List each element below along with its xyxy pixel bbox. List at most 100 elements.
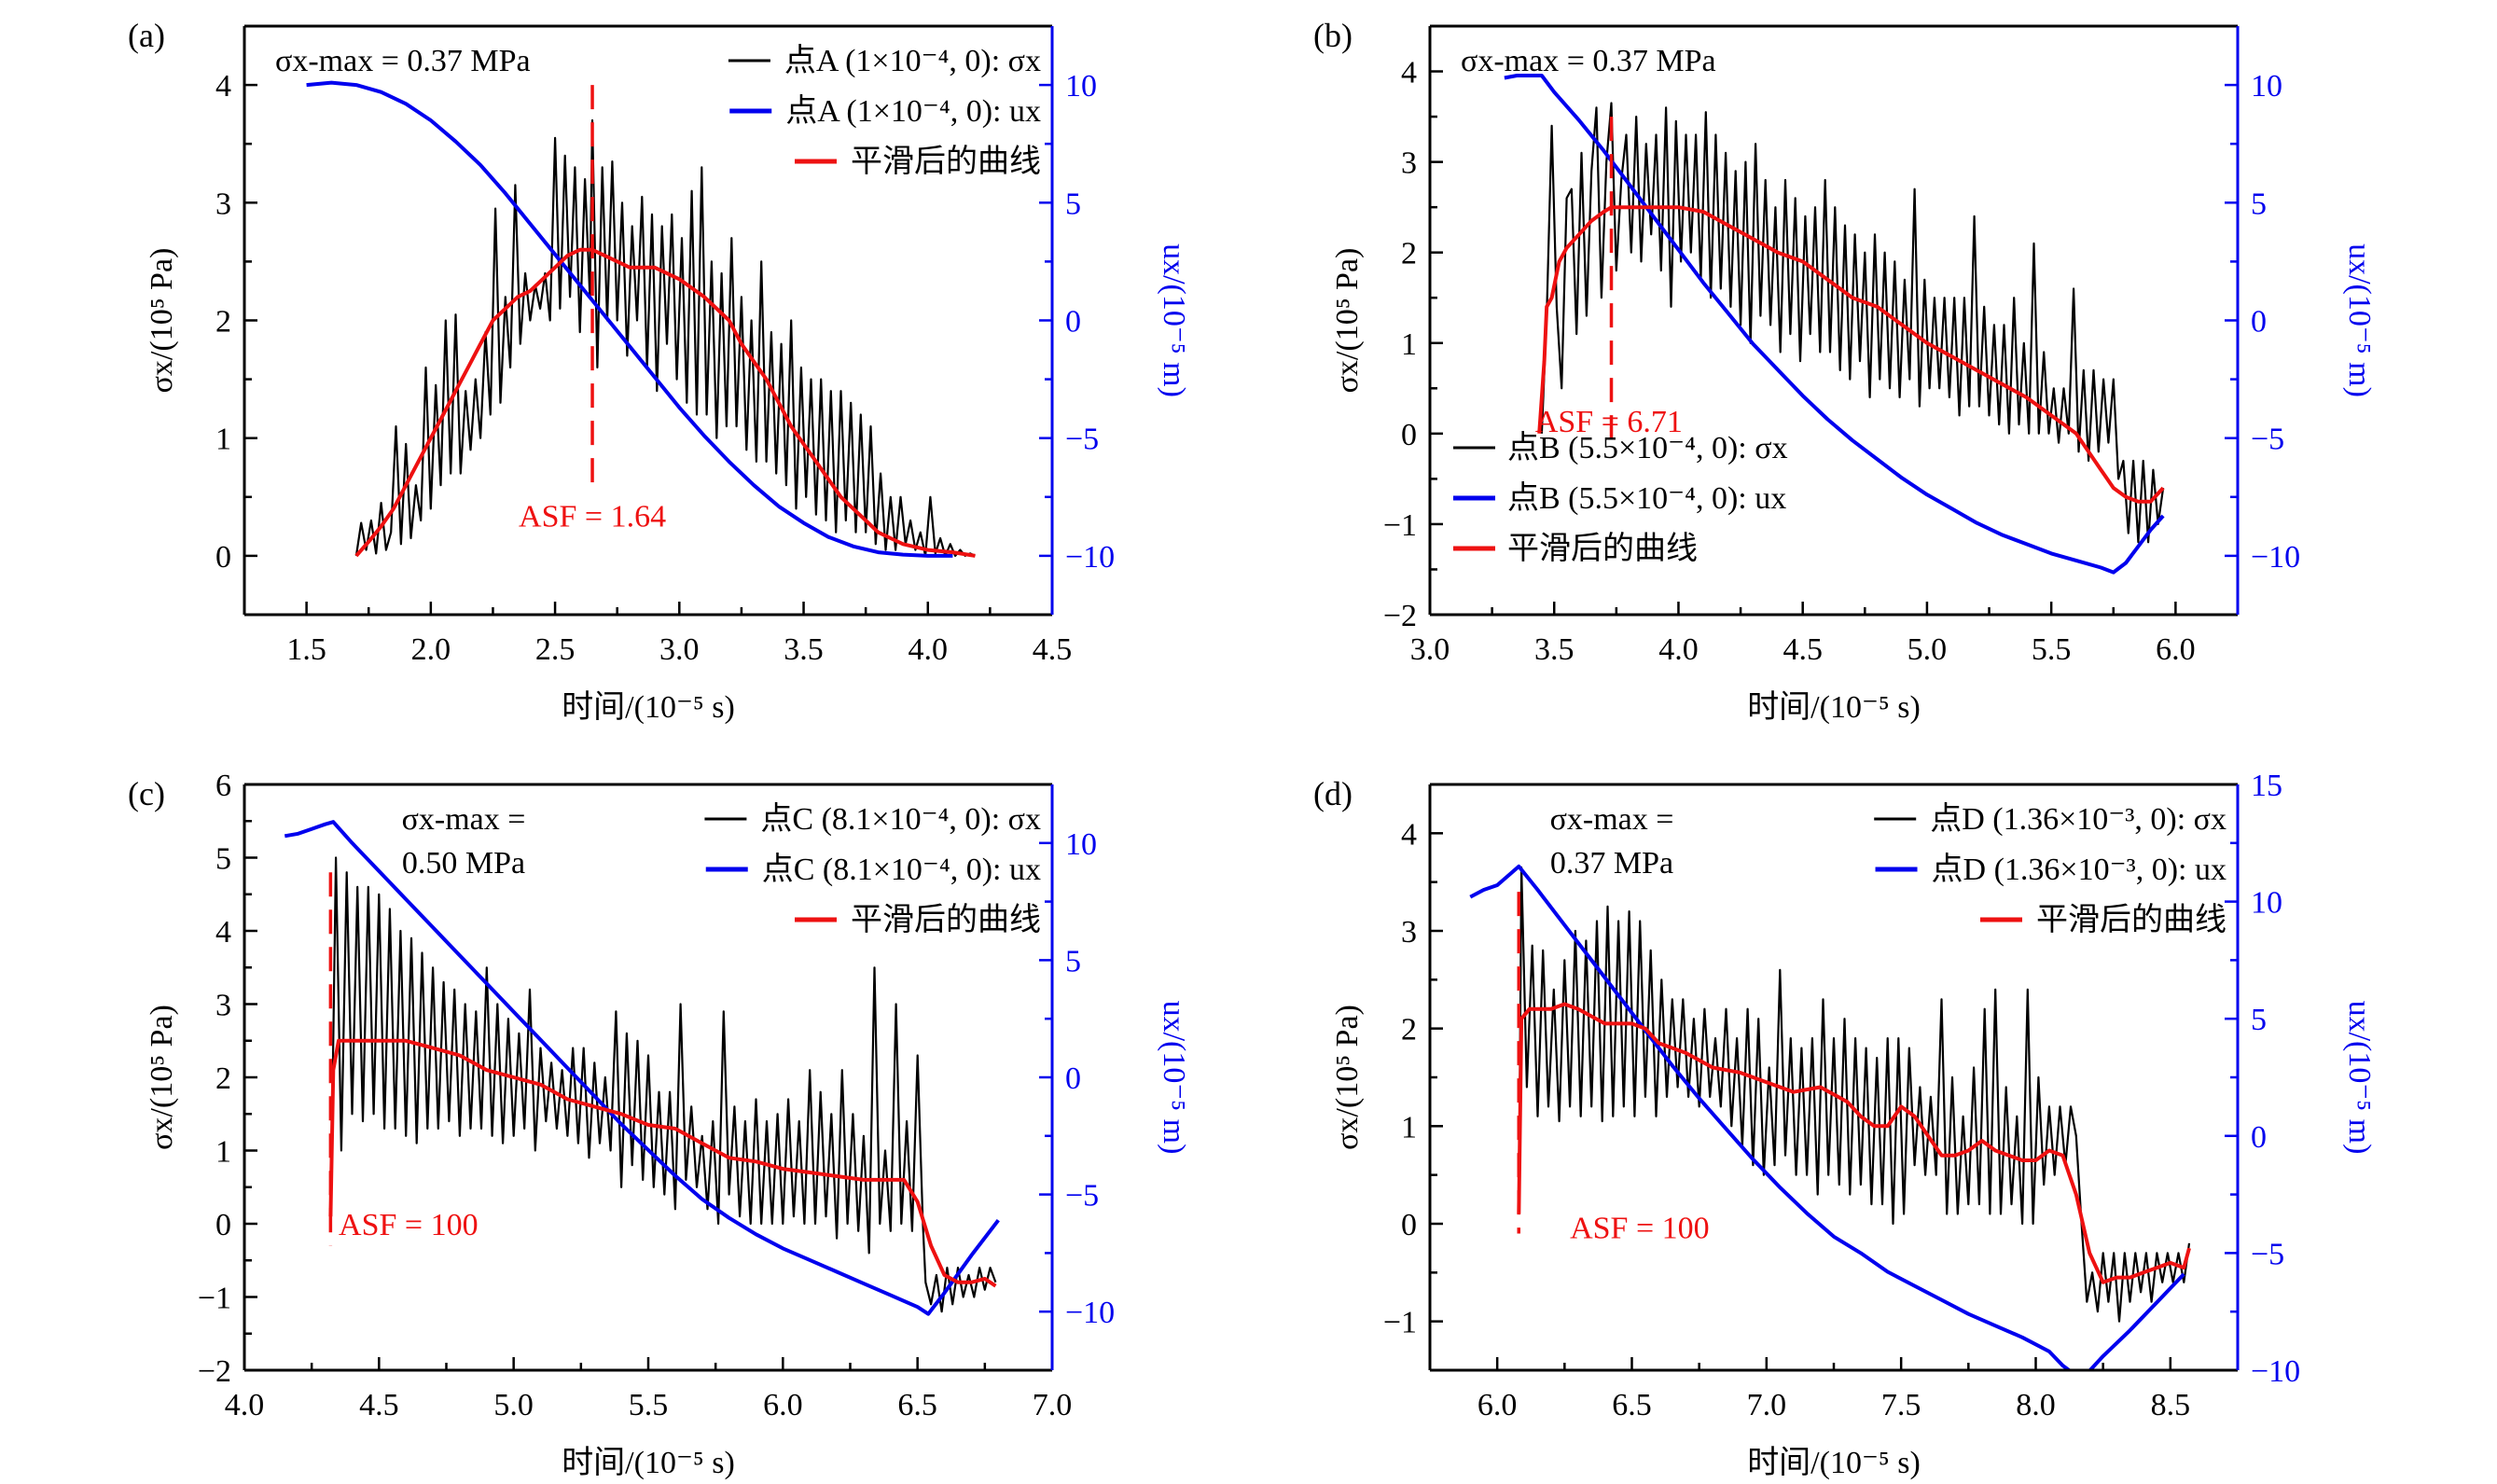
y-tick-label: 0 bbox=[215, 1208, 231, 1242]
y-tick-label: −2 bbox=[198, 1354, 231, 1389]
legend-label: 点C (8.1×10⁻⁴, 0): ux bbox=[762, 852, 1041, 887]
y2-tick-label: 10 bbox=[1065, 827, 1097, 862]
panel-b: (b)3.0 3.5 4.0 4.5 5.0 5.5 6.0−2−101234−10−505… bbox=[1313, 17, 2377, 725]
y-tick-label: 2 bbox=[215, 305, 231, 340]
y2-tick-label: 0 bbox=[1065, 305, 1081, 340]
legend-label: 点D (1.36×10⁻³, 0): ux bbox=[1932, 852, 2226, 887]
legend-label: 点B (5.5×10⁻⁴, 0): σx bbox=[1507, 430, 1788, 465]
legend: 点B (5.5×10⁻⁴, 0): σx 点B (5.5×10⁻⁴, 0): ux… bbox=[1453, 430, 1788, 566]
series-line-sigma-x bbox=[329, 856, 997, 1313]
y-axis-title: σx/(10⁵ Pa) bbox=[1330, 1005, 1365, 1150]
panel-label: (c) bbox=[128, 775, 165, 812]
y2-axis-title: ux/(10⁻⁵ m) bbox=[1157, 1001, 1191, 1155]
max-stress-annotation: σx-max = bbox=[402, 802, 526, 837]
y-tick-label: 1 bbox=[1401, 327, 1417, 362]
y-tick-label: 3 bbox=[215, 989, 231, 1023]
x-tick-label: 5.0 bbox=[493, 1388, 534, 1422]
y2-axis-title: ux/(10⁻⁵ m) bbox=[1157, 243, 1191, 397]
x-tick-label: 7.0 bbox=[1747, 1388, 1787, 1422]
y2-tick-label: 5 bbox=[2251, 1003, 2267, 1037]
y-axis-title: σx/(10⁵ Pa) bbox=[1330, 248, 1365, 394]
x-axis-title: 时间/(10⁻⁵ s) bbox=[562, 690, 735, 725]
y-tick-label: 3 bbox=[1401, 915, 1417, 950]
y2-tick-label: 10 bbox=[2251, 69, 2282, 104]
y-axis-title: σx/(10⁵ Pa) bbox=[145, 1005, 179, 1150]
max-stress-annotation: σx-max = 0.37 MPa bbox=[1461, 44, 1716, 78]
legend-label: 平滑后的曲线 bbox=[851, 144, 1041, 179]
series-group bbox=[284, 820, 1000, 1316]
x-tick-label: 6.5 bbox=[897, 1388, 937, 1422]
series-line-u-x bbox=[1469, 864, 2185, 1370]
x-tick-label: 4.0 bbox=[1658, 632, 1699, 667]
legend-label: 平滑后的曲线 bbox=[851, 902, 1041, 937]
panel-a: (a) 1.5 2.0 2.5 3.0 3.5 4.0 4.5 0 1 2 3 4 −10 −5 0 5 10 AS… bbox=[128, 17, 1191, 725]
legend-label: 点A (1×10⁻⁴, 0): σx bbox=[784, 43, 1041, 78]
y-tick-label: −1 bbox=[1383, 1306, 1417, 1340]
legend-label: 平滑后的曲线 bbox=[2036, 902, 2226, 937]
asf-label: ASF = 100 bbox=[339, 1208, 479, 1242]
asf-label: ASF = 1.64 bbox=[519, 499, 666, 534]
y-tick-label: 0 bbox=[1401, 1208, 1417, 1242]
y-tick-label: 1 bbox=[215, 423, 231, 457]
max-stress-annotation: σx-max = 0.37 MPa bbox=[275, 44, 531, 78]
x-axis-title: 时间/(10⁻⁵ s) bbox=[562, 1446, 735, 1480]
series-line-u-x bbox=[1504, 74, 2165, 575]
y2-tick-label: 5 bbox=[1065, 944, 1081, 978]
panel-label: (b) bbox=[1313, 17, 1353, 54]
x-tick-label: 3.0 bbox=[1410, 632, 1450, 667]
x-tick-label: 7.5 bbox=[1881, 1388, 1921, 1422]
x-tick-label: 7.0 bbox=[1033, 1388, 1073, 1422]
x-tick-label: 4.0 bbox=[225, 1388, 265, 1422]
y-tick-label: −1 bbox=[1383, 508, 1417, 543]
series-line-sigma-x bbox=[354, 118, 976, 557]
y2-tick-label: 0 bbox=[1065, 1061, 1081, 1096]
x-tick-label: 4.5 bbox=[1033, 632, 1073, 667]
y-tick-label: 0 bbox=[215, 540, 231, 575]
asf-label: ASF = 6.71 bbox=[1535, 405, 1683, 439]
series-line-smoothed bbox=[1537, 205, 2165, 504]
series-line-u-x bbox=[284, 820, 1000, 1316]
y-tick-label: 4 bbox=[1401, 817, 1417, 852]
y2-tick-label: −10 bbox=[1065, 540, 1115, 575]
series-line-u-x bbox=[306, 80, 953, 558]
legend-label: 点B (5.5×10⁻⁴, 0): ux bbox=[1507, 480, 1786, 516]
x-tick-label: 4.5 bbox=[1783, 632, 1823, 667]
y-tick-label: 0 bbox=[1401, 418, 1417, 452]
x-tick-label: 4.0 bbox=[909, 632, 949, 667]
legend: 点C (8.1×10⁻⁴, 0): σx 点C (8.1×10⁻⁴, 0): ux… bbox=[704, 801, 1041, 937]
x-tick-label: 6.0 bbox=[2156, 632, 2196, 667]
y2-tick-label: 0 bbox=[2251, 305, 2267, 340]
max-stress-annotation: σx-max = bbox=[1550, 802, 1674, 837]
x-tick-label: 3.5 bbox=[784, 632, 824, 667]
x-tick-label: 2.5 bbox=[535, 632, 576, 667]
max-stress-annotation-value: 0.50 MPa bbox=[402, 846, 525, 881]
x-tick-label: 6.0 bbox=[763, 1388, 803, 1422]
max-stress-annotation-value: 0.37 MPa bbox=[1550, 846, 1673, 881]
y-tick-label: 4 bbox=[1401, 56, 1417, 90]
series-line-smoothed bbox=[328, 1038, 997, 1288]
x-axis-title: 时间/(10⁻⁵ s) bbox=[1747, 1446, 1921, 1480]
y-tick-label: 1 bbox=[1401, 1110, 1417, 1144]
y2-tick-label: 10 bbox=[1065, 69, 1097, 104]
y2-tick-label: −10 bbox=[2251, 1354, 2300, 1389]
y2-tick-label: 10 bbox=[2251, 886, 2282, 921]
legend: 点A (1×10⁻⁴, 0): σx 点A (1×10⁻⁴, 0): ux 平滑后的… bbox=[728, 43, 1041, 179]
legend-label: 平滑后的曲线 bbox=[1507, 531, 1698, 566]
series-line-sigma-x bbox=[1540, 102, 2165, 544]
legend-label: 点D (1.36×10⁻³, 0): σx bbox=[1930, 801, 2226, 837]
y2-tick-label: −10 bbox=[1065, 1296, 1115, 1330]
legend: 点D (1.36×10⁻³, 0): σx 点D (1.36×10⁻³, 0): … bbox=[1874, 801, 2226, 937]
x-tick-label: 6.5 bbox=[1612, 1388, 1652, 1422]
x-tick-label: 5.5 bbox=[629, 1388, 669, 1422]
series-group bbox=[1504, 74, 2165, 575]
y2-axis-title: ux/(10⁻⁵ m) bbox=[2342, 1001, 2377, 1155]
y2-tick-label: 0 bbox=[2251, 1120, 2267, 1155]
y-tick-label: 2 bbox=[215, 1061, 231, 1096]
y2-tick-label: 15 bbox=[2251, 769, 2282, 803]
x-tick-label: 5.5 bbox=[2032, 632, 2072, 667]
y-tick-label: 2 bbox=[1401, 1013, 1417, 1047]
y-tick-label: 3 bbox=[215, 187, 231, 221]
y2-tick-label: 5 bbox=[1065, 187, 1081, 221]
x-tick-label: 3.0 bbox=[659, 632, 700, 667]
